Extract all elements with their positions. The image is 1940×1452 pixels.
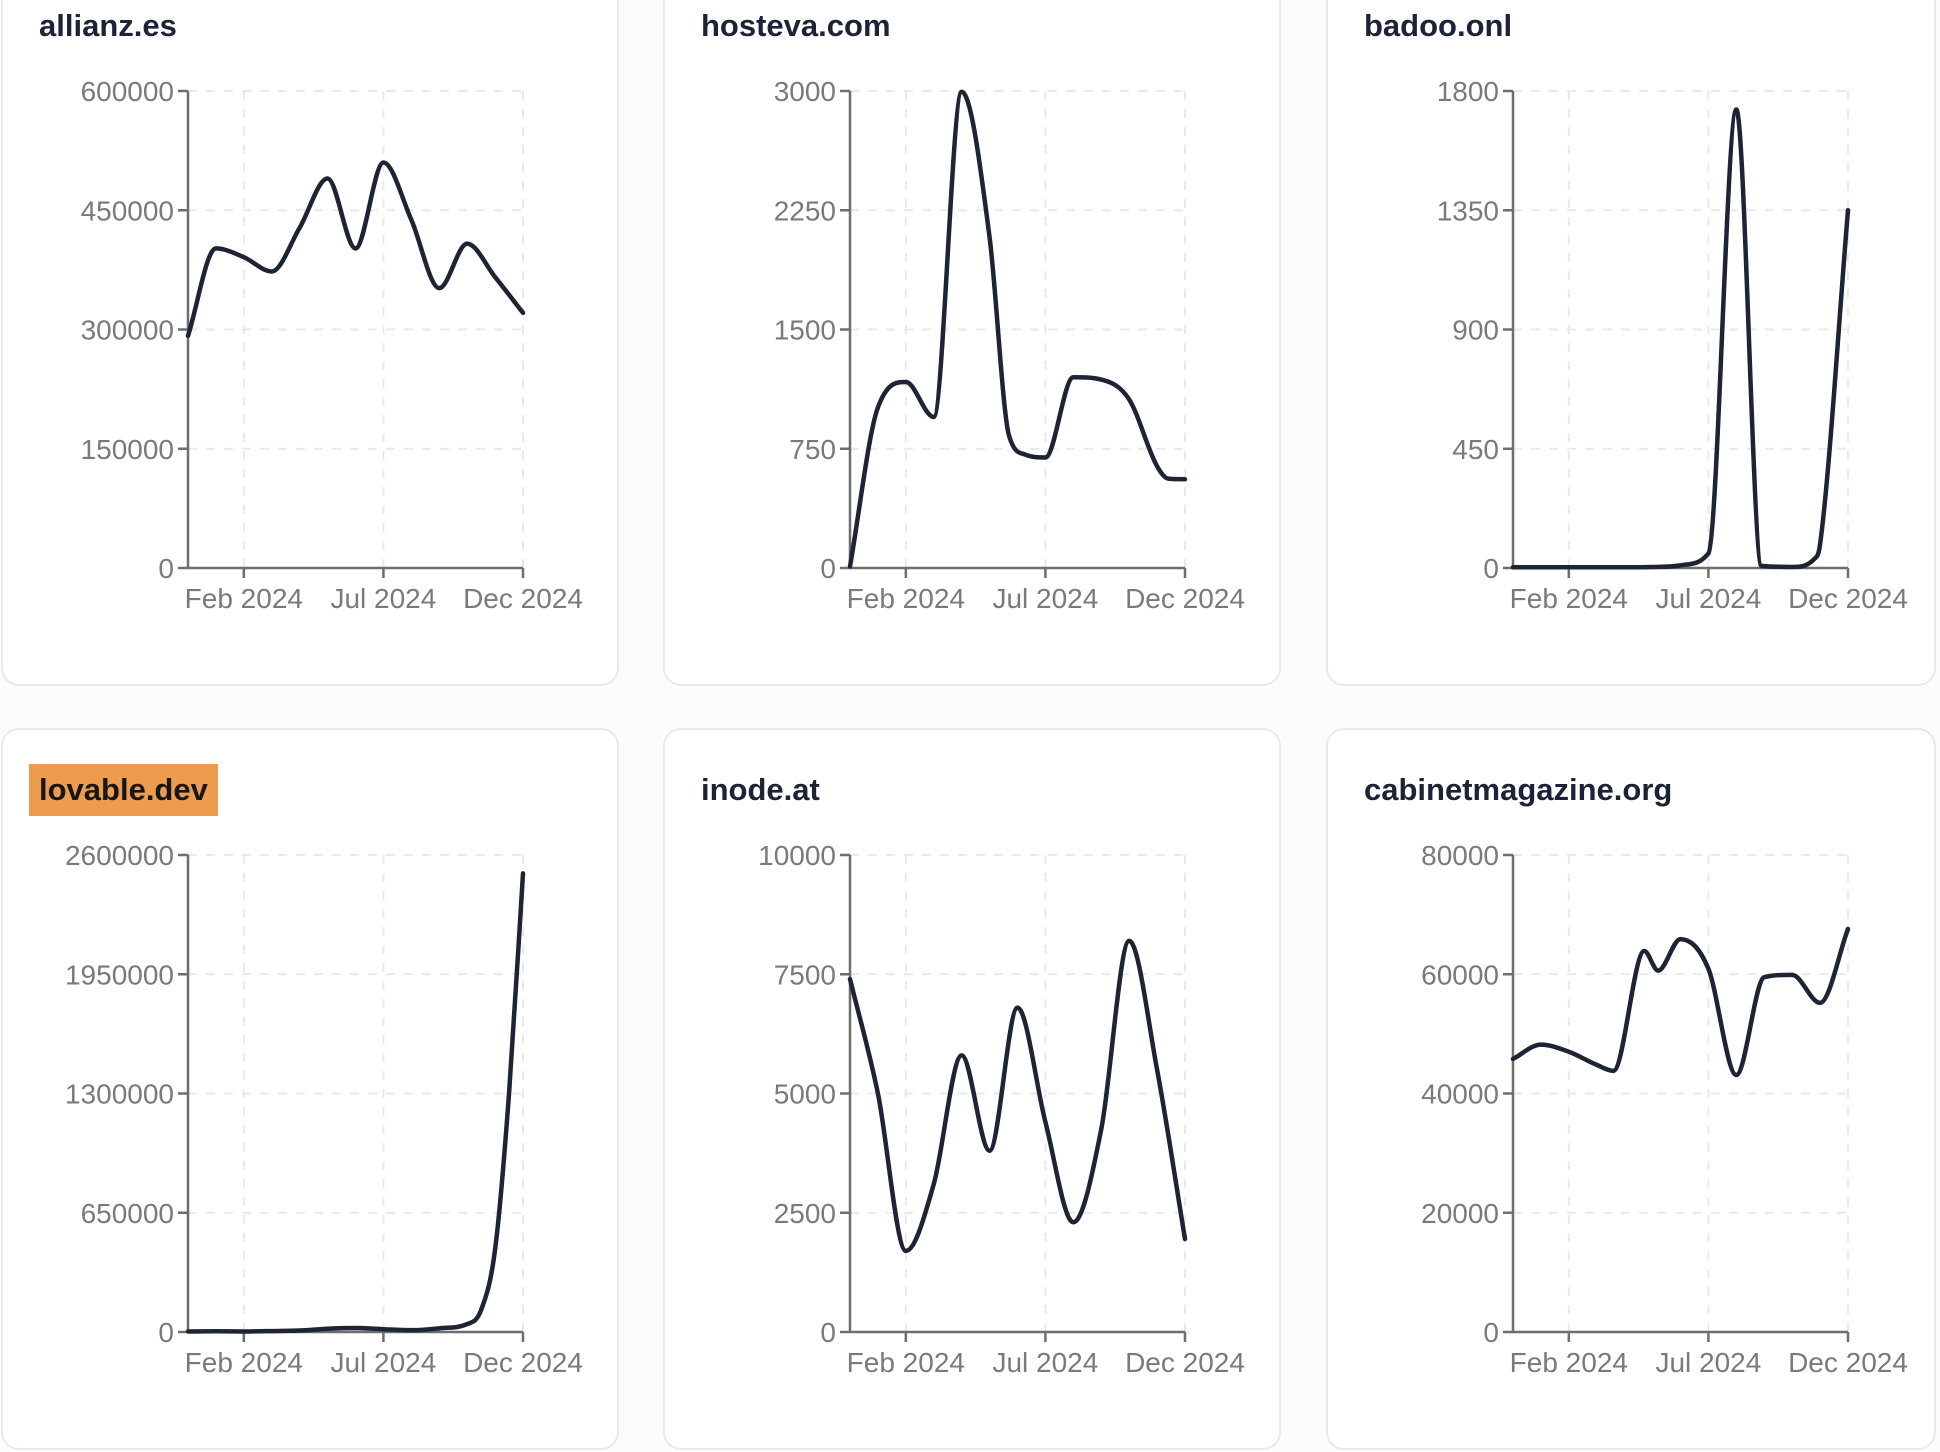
- data-line: [185, 160, 526, 339]
- y-tick-label: 60000: [1421, 959, 1499, 990]
- chart-title: hosteva.com: [701, 10, 891, 41]
- y-tick-label: 0: [820, 553, 836, 584]
- y-tick-label: 40000: [1421, 1079, 1499, 1110]
- y-tick-label: 1300000: [65, 1079, 174, 1110]
- x-tick-label: Dec 2024: [1788, 1347, 1908, 1378]
- x-tick-label: Dec 2024: [463, 1347, 583, 1378]
- y-tick-label: 3000: [774, 76, 836, 107]
- y-tick-label: 900: [1452, 315, 1499, 346]
- y-tick-label: 750: [789, 434, 836, 465]
- line-chart: 0 450 900 1350 1800 Feb 2024 Jul 2024 Dec 2024: [1437, 76, 1908, 614]
- x-tick-label: Jul 2024: [330, 583, 436, 614]
- chart-card-hosteva-com: hosteva.com 0 750 1500 2250 3000 Feb 2024 Jul …: [663, 0, 1281, 686]
- chart-card-lovable-dev: lovable.dev 0 650000 1300000 1950000 2600000…: [1, 728, 619, 1450]
- x-tick-label: Feb 2024: [1510, 1347, 1628, 1378]
- y-tick-label: 1950000: [65, 959, 174, 990]
- y-tick-label: 0: [158, 553, 174, 584]
- x-tick-label: Jul 2024: [992, 1347, 1098, 1378]
- line-chart: 0 750 1500 2250 3000 Feb 2024 Jul 2024 Dec 2024: [774, 76, 1245, 614]
- x-tick-label: Feb 2024: [185, 583, 303, 614]
- y-tick-label: 2600000: [65, 840, 174, 871]
- x-tick-label: Feb 2024: [185, 1347, 303, 1378]
- x-tick-label: Feb 2024: [847, 1347, 965, 1378]
- y-tick-label: 0: [1483, 553, 1499, 584]
- chart-title: allianz.es: [39, 10, 177, 41]
- y-tick-label: 1350: [1437, 195, 1499, 226]
- chart-title-text: cabinetmagazine.org: [1364, 772, 1673, 807]
- y-tick-label: 80000: [1421, 840, 1499, 871]
- y-tick-label: 150000: [81, 434, 174, 465]
- chart-title: lovable.dev: [29, 764, 218, 816]
- y-tick-label: 7500: [774, 959, 836, 990]
- y-tick-label: 20000: [1421, 1198, 1499, 1229]
- y-tick-label: 5000: [774, 1079, 836, 1110]
- x-tick-label: Jul 2024: [330, 1347, 436, 1378]
- y-tick-label: 1500: [774, 315, 836, 346]
- data-line: [847, 89, 1188, 569]
- y-tick-label: 2500: [774, 1198, 836, 1229]
- line-chart: 0 650000 1300000 1950000 2600000 Feb 2024 Jul …: [65, 840, 583, 1378]
- x-tick-label: Dec 2024: [1788, 583, 1908, 614]
- data-line: [847, 938, 1188, 1254]
- y-tick-label: 2250: [774, 195, 836, 226]
- y-tick-label: 0: [1483, 1317, 1499, 1348]
- chart-title-text: allianz.es: [39, 8, 177, 43]
- y-tick-label: 0: [158, 1317, 174, 1348]
- data-line: [1510, 926, 1851, 1078]
- chart-title: inode.at: [701, 774, 820, 805]
- line-chart: 0 2500 5000 7500 10000 Feb 2024 Jul 2024 Dec 20…: [758, 840, 1245, 1378]
- y-tick-label: 650000: [81, 1198, 174, 1229]
- chart-card-allianz-es: allianz.es 0 150000 300000 450000 600000 Feb …: [1, 0, 619, 686]
- y-tick-label: 10000: [758, 840, 836, 871]
- x-tick-label: Feb 2024: [847, 583, 965, 614]
- x-tick-label: Jul 2024: [1655, 583, 1761, 614]
- data-line: [185, 871, 526, 1334]
- y-tick-label: 300000: [81, 315, 174, 346]
- x-tick-label: Dec 2024: [1125, 1347, 1245, 1378]
- x-tick-label: Jul 2024: [1655, 1347, 1761, 1378]
- chart-title-text: hosteva.com: [701, 8, 891, 43]
- y-tick-label: 0: [820, 1317, 836, 1348]
- chart-title: badoo.onl: [1364, 10, 1512, 41]
- data-line: [1510, 107, 1851, 570]
- chart-card-badoo-onl: badoo.onl 0 450 900 1350 1800 Feb 2024 Jul 202…: [1326, 0, 1936, 686]
- line-chart: 0 150000 300000 450000 600000 Feb 2024 Jul 202…: [81, 76, 583, 614]
- line-chart: 0 20000 40000 60000 80000 Feb 2024 Jul 2024 Dec…: [1421, 840, 1908, 1378]
- x-tick-label: Jul 2024: [992, 583, 1098, 614]
- chart-card-inode-at: inode.at 0 2500 5000 7500 10000 Feb 2024 Jul 2…: [663, 728, 1281, 1450]
- chart-title-text: badoo.onl: [1364, 8, 1513, 43]
- x-tick-label: Dec 2024: [463, 583, 583, 614]
- y-tick-label: 600000: [81, 76, 174, 107]
- y-tick-label: 450: [1452, 434, 1499, 465]
- chart-title-text: inode.at: [701, 772, 820, 807]
- chart-title: cabinetmagazine.org: [1364, 774, 1672, 805]
- chart-title-text-highlighted: lovable.dev: [29, 764, 218, 816]
- x-tick-label: Feb 2024: [1510, 583, 1628, 614]
- x-tick-label: Dec 2024: [1125, 583, 1245, 614]
- y-tick-label: 1800: [1437, 76, 1499, 107]
- y-tick-label: 450000: [81, 195, 174, 226]
- chart-card-cabinetmagazine-org: cabinetmagazine.org 0 20000 40000 60000 8000…: [1326, 728, 1936, 1450]
